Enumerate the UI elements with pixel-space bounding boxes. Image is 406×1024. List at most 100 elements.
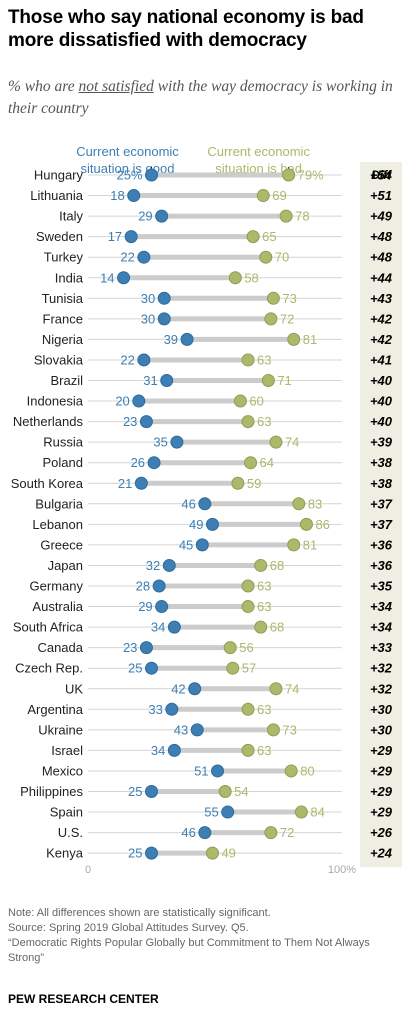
diff-value: +38 bbox=[370, 476, 393, 491]
chart-title: Those who say national economy is bad mo… bbox=[8, 7, 364, 51]
bad-value-label: 83 bbox=[308, 496, 322, 511]
good-value-label: 30 bbox=[141, 311, 155, 326]
bad-value-label: 49 bbox=[221, 846, 235, 861]
good-value-label: 32 bbox=[146, 558, 160, 573]
bad-dot bbox=[241, 353, 255, 367]
good-dot bbox=[139, 415, 153, 429]
bad-value-label: 69 bbox=[272, 188, 286, 203]
good-value-label: 46 bbox=[181, 825, 195, 840]
country-label: Ukraine bbox=[38, 722, 83, 737]
diff-column-bg bbox=[360, 162, 402, 868]
country-label: Japan bbox=[48, 558, 83, 573]
country-label: Spain bbox=[50, 805, 83, 820]
bad-dot bbox=[261, 374, 275, 387]
bad-value-label: 58 bbox=[244, 270, 258, 285]
diff-value: +48 bbox=[370, 229, 393, 244]
bad-value-label: 71 bbox=[277, 373, 291, 388]
diff-value: +34 bbox=[370, 599, 393, 614]
good-dot bbox=[139, 641, 153, 655]
good-value-label: 43 bbox=[174, 722, 188, 737]
country-label: Canada bbox=[37, 640, 83, 655]
bad-dot bbox=[233, 394, 247, 408]
good-value-label: 29 bbox=[138, 599, 152, 614]
good-value-label: 25 bbox=[128, 846, 142, 861]
good-value-label: 25 bbox=[128, 784, 142, 799]
good-value-label: 49 bbox=[189, 517, 203, 532]
bad-dot bbox=[226, 661, 240, 675]
country-label: Tunisia bbox=[42, 291, 84, 306]
diff-value: +51 bbox=[370, 188, 392, 203]
country-label: Bulgaria bbox=[35, 496, 83, 511]
good-value-label: 23 bbox=[123, 414, 137, 429]
bad-value-label: 78 bbox=[295, 209, 309, 224]
bad-value-label: 79% bbox=[298, 168, 324, 183]
good-value-label: 34 bbox=[151, 743, 165, 758]
subtitle-underlined: not satisfied bbox=[78, 78, 154, 95]
good-dot bbox=[124, 230, 138, 244]
bad-value-label: 63 bbox=[257, 414, 271, 429]
diff-value: +37 bbox=[370, 517, 393, 532]
bad-value-label: 65 bbox=[262, 229, 276, 244]
subtitle-pre: % who are bbox=[8, 78, 79, 95]
bad-dot bbox=[266, 291, 280, 305]
country-label: India bbox=[55, 270, 84, 285]
country-label: Sweden bbox=[36, 229, 83, 244]
report-text: “Democratic Rights Popular Globally but … bbox=[8, 937, 370, 964]
good-dot bbox=[117, 271, 131, 285]
good-dot bbox=[145, 785, 158, 798]
good-dot bbox=[221, 805, 235, 819]
good-dot bbox=[195, 538, 209, 552]
good-dot bbox=[198, 826, 212, 840]
good-dot bbox=[198, 497, 212, 511]
country-label: South Korea bbox=[11, 476, 84, 491]
bad-dot bbox=[292, 497, 306, 511]
good-dot bbox=[127, 189, 141, 203]
good-dot bbox=[137, 250, 151, 264]
good-dot bbox=[188, 682, 202, 696]
diff-value: +40 bbox=[370, 394, 393, 409]
bad-value-label: 56 bbox=[239, 640, 253, 655]
notes: Note: All differences shown are statisti… bbox=[8, 906, 400, 966]
good-dot bbox=[190, 723, 204, 737]
bad-dot bbox=[246, 230, 260, 244]
good-dot bbox=[160, 374, 174, 387]
bad-dot bbox=[205, 846, 219, 860]
country-label: South Africa bbox=[13, 620, 84, 635]
good-value-label: 42 bbox=[171, 681, 185, 696]
bad-dot bbox=[287, 332, 301, 346]
diff-value: +49 bbox=[370, 209, 393, 224]
bad-dot bbox=[264, 826, 278, 840]
country-label: Greece bbox=[40, 537, 83, 552]
diff-value: +43 bbox=[370, 291, 393, 306]
diff-value: +34 bbox=[370, 620, 393, 635]
good-value-label: 28 bbox=[136, 579, 150, 594]
bad-value-label: 57 bbox=[242, 661, 256, 676]
diff-value: +30 bbox=[370, 722, 393, 737]
legend-good-line1: Current economic bbox=[76, 144, 179, 159]
good-dot bbox=[145, 846, 158, 860]
country-label: Russia bbox=[43, 435, 84, 450]
diff-value: +29 bbox=[370, 805, 393, 820]
bad-dot bbox=[294, 805, 308, 819]
good-dot bbox=[155, 600, 169, 614]
bad-dot bbox=[228, 271, 242, 285]
good-dot bbox=[205, 517, 219, 531]
diff-value: +32 bbox=[370, 681, 393, 696]
bad-dot bbox=[223, 641, 237, 655]
country-label: France bbox=[43, 311, 83, 326]
country-label: Kenya bbox=[46, 846, 84, 861]
country-label: Israel bbox=[51, 743, 83, 758]
good-dot bbox=[167, 743, 181, 757]
bad-value-label: 64 bbox=[260, 455, 274, 470]
diff-value: +36 bbox=[370, 558, 393, 573]
bad-value-label: 81 bbox=[303, 537, 317, 552]
bad-value-label: 72 bbox=[280, 311, 294, 326]
bad-dot bbox=[264, 312, 278, 326]
bad-dot bbox=[231, 476, 245, 490]
country-label: Turkey bbox=[44, 250, 84, 265]
diff-value: +30 bbox=[370, 702, 393, 717]
diff-value: +26 bbox=[370, 825, 393, 840]
axis-min-label: 0 bbox=[85, 864, 91, 876]
good-value-label: 55 bbox=[204, 805, 218, 820]
